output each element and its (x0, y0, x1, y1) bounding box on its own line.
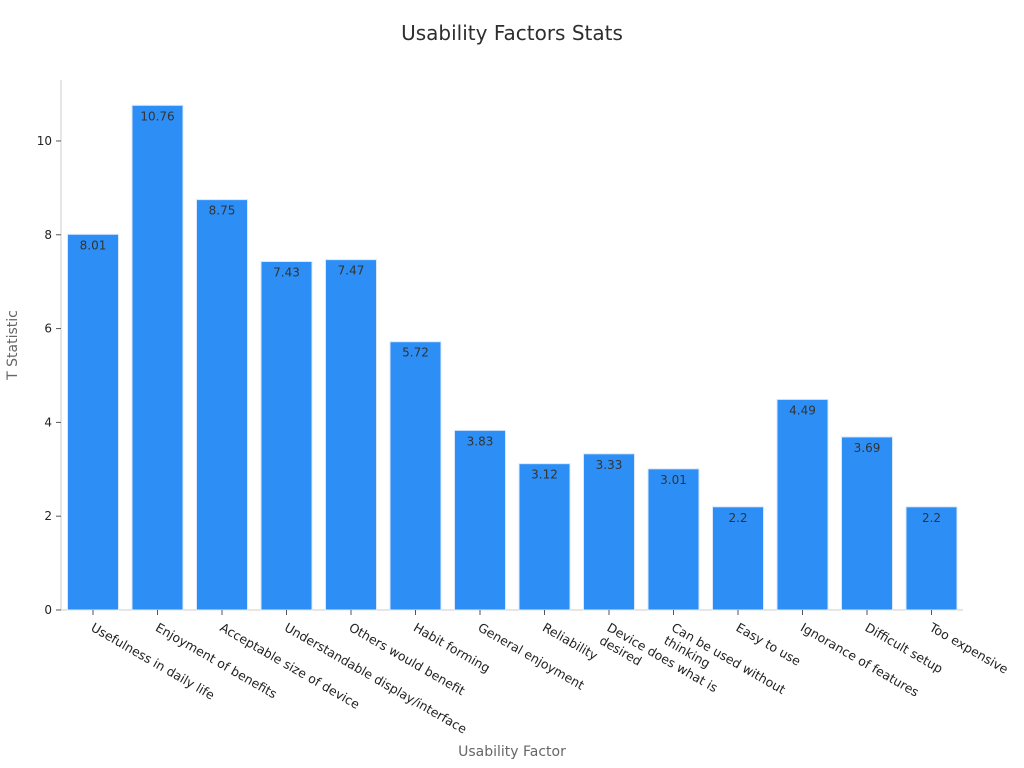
bar (454, 429, 506, 611)
bar (776, 398, 829, 611)
bars (67, 104, 958, 611)
bar (67, 233, 119, 611)
data-label: 8.75 (209, 204, 236, 218)
bar (583, 453, 635, 611)
bar (518, 463, 571, 611)
data-label: 5.72 (402, 346, 429, 360)
x-tick-label: General enjoyment (476, 620, 588, 693)
bar (325, 259, 377, 611)
data-label: 3.33 (596, 458, 623, 472)
data-label: 3.83 (467, 434, 494, 448)
x-axis-title: Usability Factor (458, 744, 566, 760)
y-tick-label: 4 (44, 415, 52, 429)
data-label: 4.49 (789, 403, 816, 417)
data-label: 2.2 (728, 511, 747, 525)
data-label: 10.76 (140, 109, 174, 123)
data-label: 7.47 (338, 264, 365, 278)
value-labels: 8.01 10.76 8.75 7.43 7.47 5.72 3.83 3.12 3.33 3.0… (80, 109, 941, 524)
bar (131, 104, 184, 611)
data-label: 3.01 (660, 473, 687, 487)
data-label: 2.2 (922, 511, 941, 525)
bar (841, 436, 893, 611)
bar (905, 506, 958, 611)
data-label: 3.69 (854, 441, 881, 455)
y-axis-title: T Statistic (5, 310, 21, 381)
data-label: 7.43 (273, 266, 300, 280)
bar (647, 468, 700, 611)
bar (712, 506, 764, 611)
y-tick-label: 8 (44, 228, 52, 242)
y-tick-label: 2 (44, 509, 52, 523)
y-tick-label: 6 (44, 322, 52, 336)
data-label: 8.01 (80, 238, 107, 252)
x-tick-label: Ignorance of features (798, 620, 922, 700)
y-tick-label: 10 (37, 134, 52, 148)
data-label: 3.12 (531, 468, 558, 482)
chart-title: Usability Factors Stats (401, 21, 623, 45)
y-tick-label: 0 (44, 603, 52, 617)
bar (196, 199, 248, 611)
bar (260, 261, 313, 611)
bar (389, 341, 442, 611)
y-ticks: 0 2 4 6 8 10 (37, 134, 61, 617)
